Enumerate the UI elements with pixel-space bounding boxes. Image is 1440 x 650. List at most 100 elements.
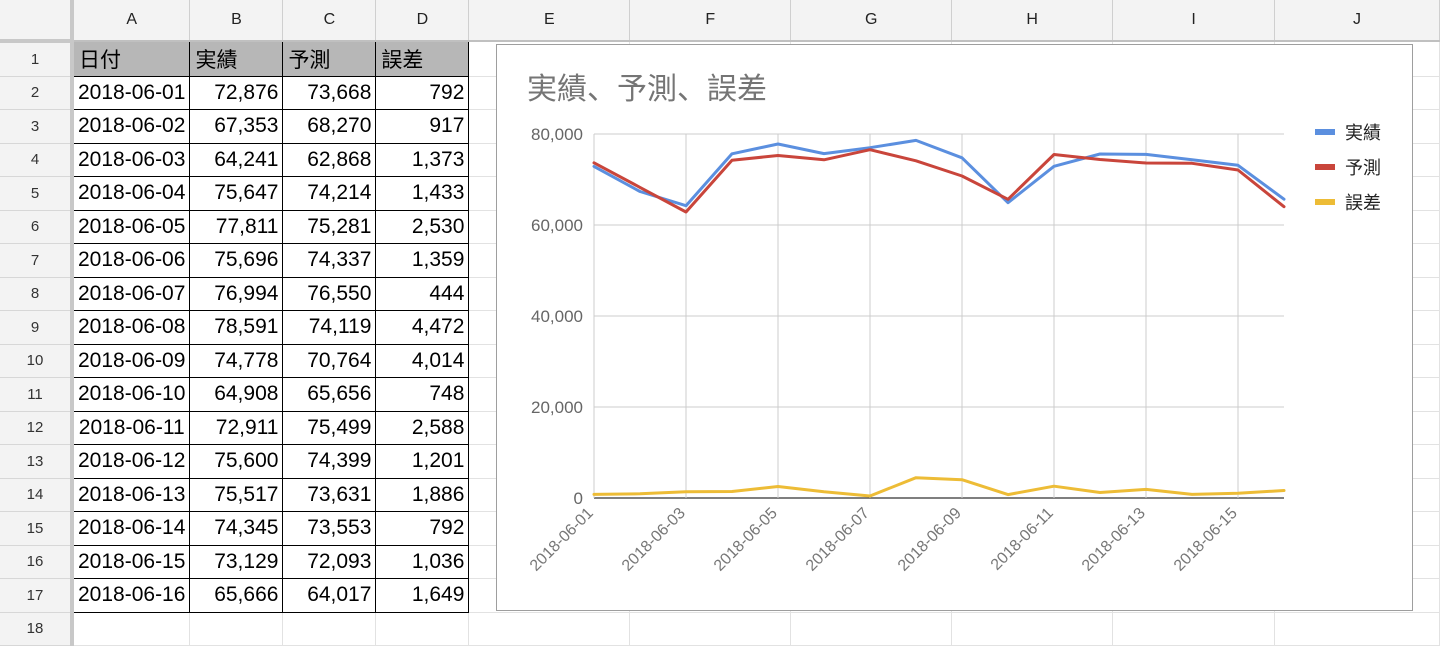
value-cell[interactable]: 65,656 bbox=[282, 377, 377, 412]
date-cell[interactable]: 2018-06-09 bbox=[71, 343, 191, 378]
empty-cell[interactable] bbox=[1112, 612, 1276, 646]
row-header-18[interactable]: 18 bbox=[0, 612, 74, 646]
value-cell[interactable]: 74,778 bbox=[189, 343, 284, 378]
value-cell[interactable]: 1,433 bbox=[375, 176, 470, 211]
column-header-g[interactable]: G bbox=[790, 0, 953, 42]
value-cell[interactable]: 73,668 bbox=[282, 75, 377, 110]
date-cell[interactable]: 2018-06-06 bbox=[71, 243, 191, 278]
row-header-4[interactable]: 4 bbox=[0, 143, 74, 177]
column-header-b[interactable]: B bbox=[189, 0, 284, 42]
value-cell[interactable]: 73,553 bbox=[282, 511, 377, 546]
row-header-7[interactable]: 7 bbox=[0, 243, 74, 278]
value-cell[interactable]: 76,994 bbox=[189, 276, 284, 311]
date-cell[interactable]: 2018-06-14 bbox=[71, 511, 191, 546]
row-header-6[interactable]: 6 bbox=[0, 210, 74, 244]
row-header-1[interactable]: 1 bbox=[0, 41, 74, 77]
empty-cell[interactable] bbox=[468, 612, 631, 646]
series-line-3[interactable] bbox=[592, 476, 1286, 498]
column-header-d[interactable]: D bbox=[375, 0, 470, 42]
value-cell[interactable]: 74,119 bbox=[282, 310, 377, 345]
header-cell[interactable]: 誤差 bbox=[375, 40, 470, 77]
row-header-14[interactable]: 14 bbox=[0, 478, 74, 512]
value-cell[interactable]: 68,270 bbox=[282, 109, 377, 144]
value-cell[interactable]: 4,472 bbox=[375, 310, 470, 345]
value-cell[interactable]: 75,647 bbox=[189, 176, 284, 211]
date-cell[interactable]: 2018-06-12 bbox=[71, 444, 191, 479]
value-cell[interactable]: 75,600 bbox=[189, 444, 284, 479]
value-cell[interactable]: 75,281 bbox=[282, 209, 377, 244]
value-cell[interactable]: 74,337 bbox=[282, 243, 377, 278]
value-cell[interactable]: 1,649 bbox=[375, 578, 470, 613]
value-cell[interactable]: 64,908 bbox=[189, 377, 284, 412]
value-cell[interactable]: 792 bbox=[375, 511, 470, 546]
row-header-11[interactable]: 11 bbox=[0, 377, 74, 412]
date-cell[interactable]: 2018-06-07 bbox=[71, 276, 191, 311]
row-header-17[interactable]: 17 bbox=[0, 578, 74, 613]
row-header-2[interactable]: 2 bbox=[0, 76, 74, 110]
value-cell[interactable]: 2,588 bbox=[375, 410, 470, 445]
date-cell[interactable]: 2018-06-03 bbox=[71, 142, 191, 177]
date-cell[interactable]: 2018-06-08 bbox=[71, 310, 191, 345]
empty-cell[interactable] bbox=[790, 612, 953, 646]
date-cell[interactable]: 2018-06-02 bbox=[71, 109, 191, 144]
column-header-c[interactable]: C bbox=[282, 0, 377, 42]
column-header-a[interactable]: A bbox=[71, 0, 191, 42]
value-cell[interactable]: 792 bbox=[375, 75, 470, 110]
date-cell[interactable]: 2018-06-01 bbox=[71, 75, 191, 110]
value-cell[interactable]: 72,911 bbox=[189, 410, 284, 445]
value-cell[interactable]: 74,345 bbox=[189, 511, 284, 546]
date-cell[interactable]: 2018-06-11 bbox=[71, 410, 191, 445]
date-cell[interactable]: 2018-06-05 bbox=[71, 209, 191, 244]
value-cell[interactable]: 73,129 bbox=[189, 544, 284, 579]
value-cell[interactable]: 1,201 bbox=[375, 444, 470, 479]
column-header-j[interactable]: J bbox=[1274, 0, 1440, 42]
empty-cell[interactable] bbox=[189, 612, 284, 646]
row-header-16[interactable]: 16 bbox=[0, 545, 74, 579]
column-header-h[interactable]: H bbox=[951, 0, 1114, 42]
value-cell[interactable]: 1,373 bbox=[375, 142, 470, 177]
header-cell[interactable]: 予測 bbox=[282, 40, 377, 77]
value-cell[interactable]: 1,036 bbox=[375, 544, 470, 579]
value-cell[interactable]: 4,014 bbox=[375, 343, 470, 378]
empty-cell[interactable] bbox=[71, 612, 191, 646]
empty-cell[interactable] bbox=[375, 612, 470, 646]
select-all-corner[interactable] bbox=[0, 0, 74, 43]
value-cell[interactable]: 1,886 bbox=[375, 477, 470, 512]
empty-cell[interactable] bbox=[629, 612, 792, 646]
series-line-2[interactable] bbox=[592, 148, 1286, 214]
value-cell[interactable]: 72,093 bbox=[282, 544, 377, 579]
value-cell[interactable]: 2,530 bbox=[375, 209, 470, 244]
row-header-12[interactable]: 12 bbox=[0, 411, 74, 445]
value-cell[interactable]: 75,499 bbox=[282, 410, 377, 445]
date-cell[interactable]: 2018-06-13 bbox=[71, 477, 191, 512]
row-header-5[interactable]: 5 bbox=[0, 176, 74, 211]
value-cell[interactable]: 70,764 bbox=[282, 343, 377, 378]
series-line-1[interactable] bbox=[592, 138, 1286, 208]
value-cell[interactable]: 64,241 bbox=[189, 142, 284, 177]
row-header-9[interactable]: 9 bbox=[0, 310, 74, 345]
date-cell[interactable]: 2018-06-16 bbox=[71, 578, 191, 613]
value-cell[interactable]: 67,353 bbox=[189, 109, 284, 144]
column-header-f[interactable]: F bbox=[629, 0, 792, 42]
row-header-10[interactable]: 10 bbox=[0, 344, 74, 378]
value-cell[interactable]: 72,876 bbox=[189, 75, 284, 110]
column-header-e[interactable]: E bbox=[468, 0, 631, 42]
value-cell[interactable]: 74,214 bbox=[282, 176, 377, 211]
row-header-13[interactable]: 13 bbox=[0, 444, 74, 479]
empty-cell[interactable] bbox=[951, 612, 1114, 646]
column-header-i[interactable]: I bbox=[1112, 0, 1276, 42]
value-cell[interactable]: 444 bbox=[375, 276, 470, 311]
value-cell[interactable]: 76,550 bbox=[282, 276, 377, 311]
value-cell[interactable]: 75,696 bbox=[189, 243, 284, 278]
line-chart[interactable]: 実績、予測、誤差 0 20,000 40,000 60,000 80,000 2018-… bbox=[496, 44, 1413, 611]
row-header-8[interactable]: 8 bbox=[0, 277, 74, 311]
value-cell[interactable]: 75,517 bbox=[189, 477, 284, 512]
header-cell[interactable]: 日付 bbox=[71, 40, 191, 77]
value-cell[interactable]: 1,359 bbox=[375, 243, 470, 278]
value-cell[interactable]: 917 bbox=[375, 109, 470, 144]
row-header-3[interactable]: 3 bbox=[0, 109, 74, 144]
empty-cell[interactable] bbox=[1274, 612, 1440, 646]
date-cell[interactable]: 2018-06-10 bbox=[71, 377, 191, 412]
value-cell[interactable]: 73,631 bbox=[282, 477, 377, 512]
date-cell[interactable]: 2018-06-04 bbox=[71, 176, 191, 211]
